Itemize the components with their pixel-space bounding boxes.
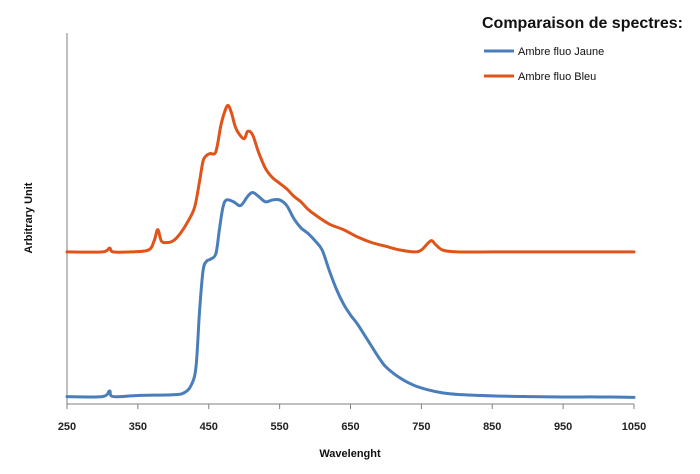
x-tick-label: 350 (129, 421, 147, 433)
x-tick-label: 750 (412, 421, 430, 433)
x-tick-label: 1050 (622, 421, 646, 433)
legend: Ambre fluo Jaune Ambre fluo Bleu (484, 46, 604, 83)
x-axis-ticks: 250 350 450 550 650 750 850 950 1050 (58, 404, 646, 433)
x-tick-label: 450 (200, 421, 218, 433)
y-axis-title: Arbitrary Unit (23, 182, 35, 253)
x-tick-label: 550 (270, 421, 288, 433)
chart-title: Comparaison de spectres: (482, 15, 683, 32)
series-line-jaune (65, 191, 636, 399)
x-tick-label: 950 (554, 421, 572, 433)
x-tick-label: 250 (58, 421, 76, 433)
x-tick-label: 650 (341, 421, 359, 433)
series-layer (65, 103, 636, 399)
x-axis-title: Wavelenght (319, 448, 381, 460)
legend-label-jaune: Ambre fluo Jaune (518, 46, 604, 58)
x-tick-label: 850 (483, 421, 501, 433)
legend-label-bleu: Ambre fluo Bleu (518, 71, 596, 83)
series-line-bleu (65, 103, 636, 254)
